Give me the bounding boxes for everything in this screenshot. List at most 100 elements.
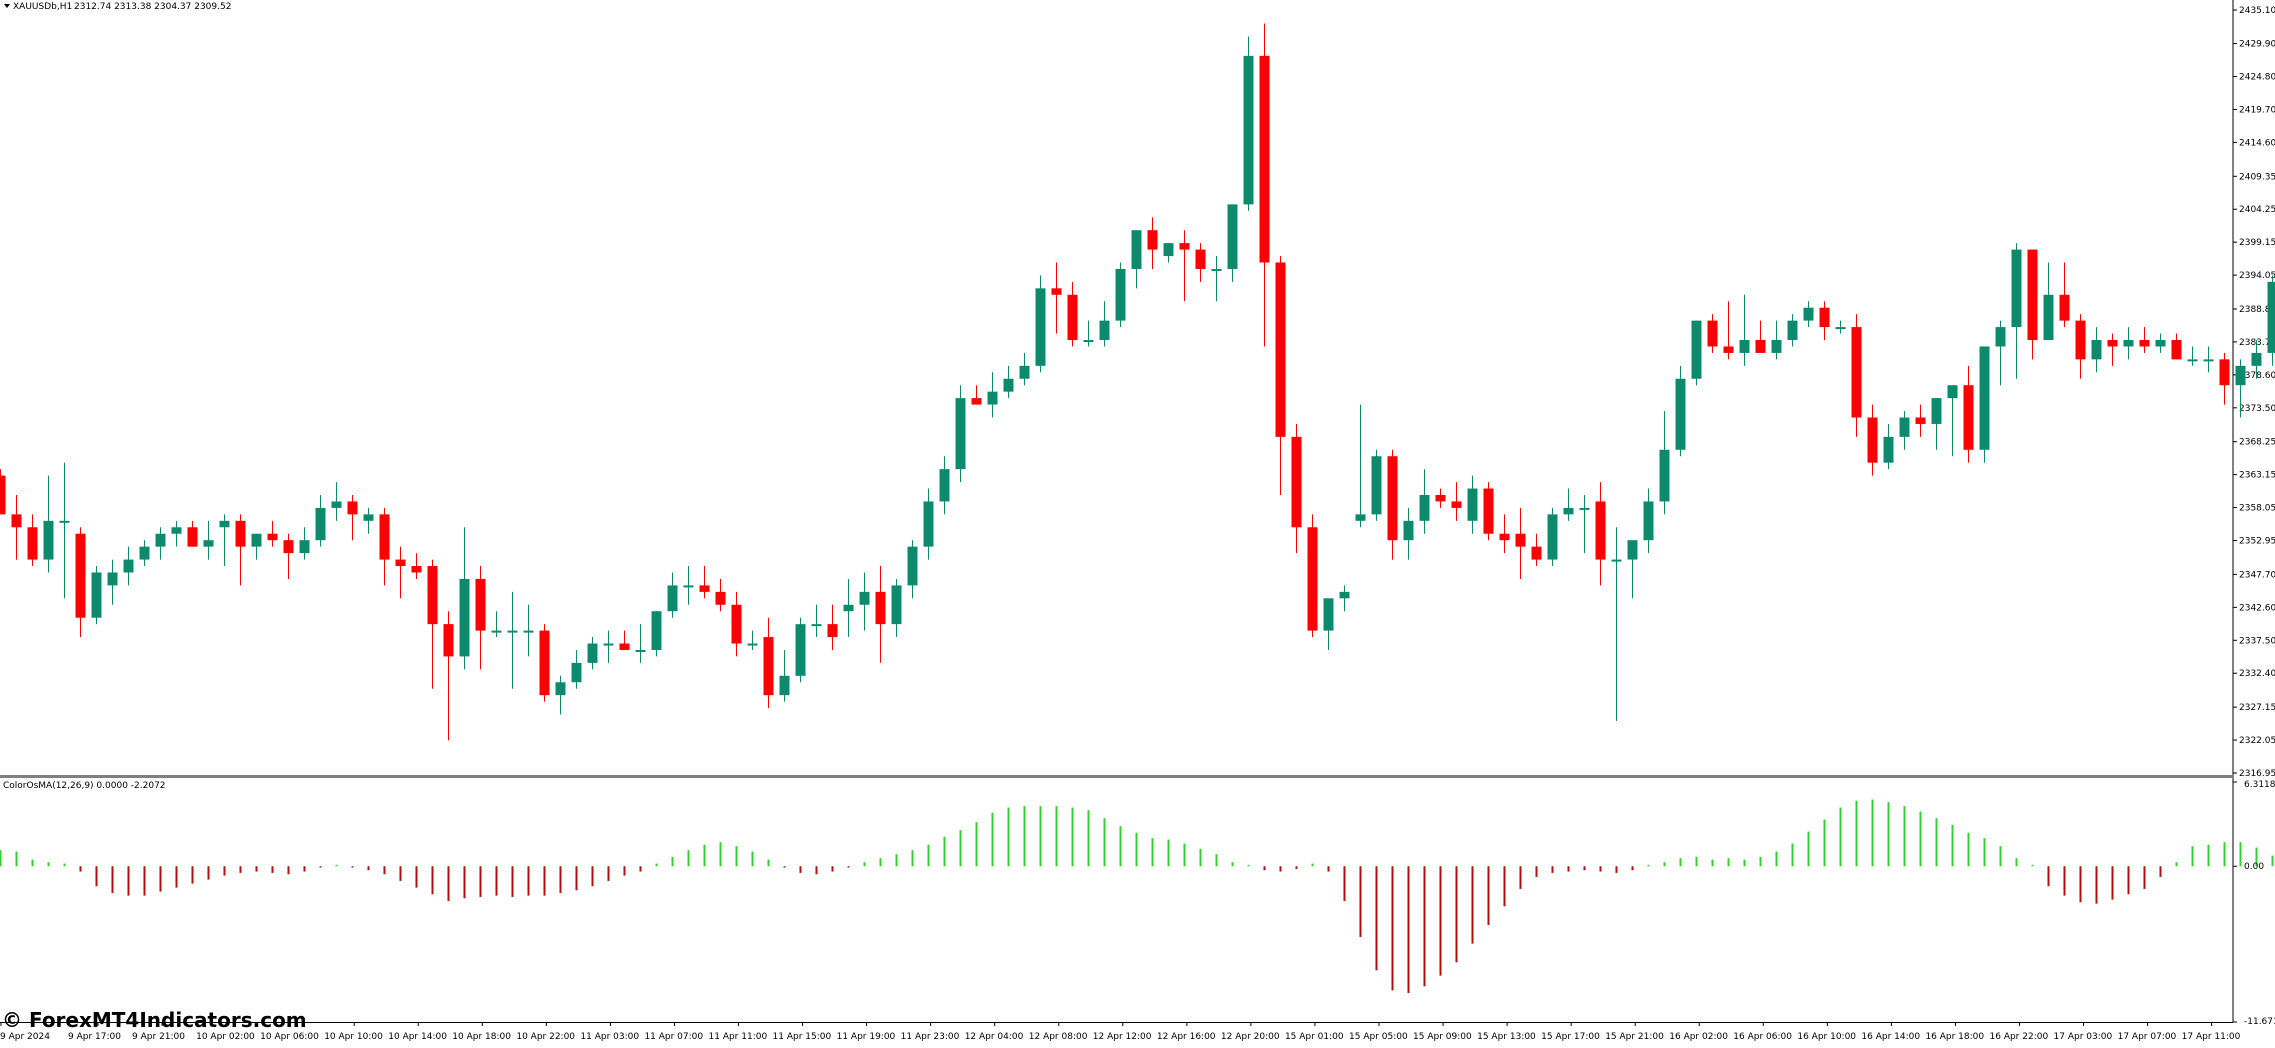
price-tick-label: 2352.95 [2239, 537, 2275, 547]
candle-body [667, 585, 678, 612]
candle-body [1019, 365, 1030, 379]
candle-body [1851, 327, 1862, 418]
candle [1243, 36, 1254, 211]
candle-body [1115, 268, 1126, 321]
candle [123, 546, 134, 586]
candle-body [795, 624, 806, 676]
candle-body [987, 391, 998, 405]
time-tick-label: 9 Apr 17:00 [68, 1032, 121, 1042]
candle-body [427, 566, 438, 625]
time-tick-label: 12 Apr 12:00 [1093, 1032, 1152, 1042]
candle-body [411, 566, 422, 573]
candle-body [651, 611, 662, 650]
candle [2171, 333, 2182, 360]
candle [763, 617, 774, 709]
candle [1819, 301, 1830, 340]
candle-body [1403, 520, 1414, 541]
candle-body [1563, 507, 1574, 515]
candle-body [1659, 449, 1670, 502]
candle-body [731, 604, 742, 644]
price-tick-label: 2404.25 [2239, 205, 2275, 215]
candle-body [1723, 346, 1734, 353]
candle [59, 462, 70, 599]
time-tick-label: 9 Apr 21:00 [132, 1032, 185, 1042]
candle-body [1291, 436, 1302, 528]
candle [0, 469, 6, 515]
candle [1467, 475, 1478, 534]
candle-body [1355, 514, 1366, 521]
candle-body [1803, 307, 1814, 321]
candle-body [859, 591, 870, 605]
candle-body [1163, 243, 1174, 257]
candle [2123, 327, 2134, 360]
candle-body [2219, 359, 2230, 386]
candle-body [1099, 320, 1110, 340]
candle-body [1259, 55, 1270, 263]
candle [187, 520, 198, 547]
price-tick-label: 2435.10 [2239, 6, 2275, 16]
osma-histogram [0, 799, 2274, 994]
time-tick-label: 16 Apr 18:00 [1925, 1032, 1984, 1042]
candle [2091, 327, 2102, 373]
candle [1803, 301, 1814, 328]
candle [331, 482, 342, 521]
candle [379, 507, 390, 586]
candle-body [395, 559, 406, 567]
candle-body [1947, 385, 1958, 399]
candle-body [1467, 488, 1478, 521]
candle [1707, 314, 1718, 353]
time-tick-label: 12 Apr 20:00 [1221, 1032, 1280, 1042]
price-tick-label: 2316.95 [2239, 769, 2275, 779]
candle-body [459, 578, 470, 657]
candle [2027, 249, 2038, 360]
candle-body [2107, 339, 2118, 347]
candle [235, 514, 246, 586]
price-tick-label: 2358.05 [2239, 504, 2275, 514]
candle [267, 520, 278, 547]
candle [1003, 365, 1014, 399]
candle [859, 572, 870, 631]
candle [795, 617, 806, 683]
candle [347, 494, 358, 541]
time-tick-label: 15 Apr 21:00 [1605, 1032, 1664, 1042]
candle-body [475, 578, 486, 631]
dropdown-arrow-icon[interactable] [4, 4, 10, 8]
candle-body [827, 624, 838, 638]
candle [251, 533, 262, 560]
candle-body [315, 507, 326, 541]
candle [619, 630, 630, 650]
candle-body [2155, 339, 2166, 347]
candle-body [715, 591, 726, 605]
candle-body [1371, 456, 1382, 515]
time-tick-label: 10 Apr 14:00 [388, 1032, 447, 1042]
candle [1579, 494, 1590, 554]
candle [651, 611, 662, 657]
candle-body [1755, 339, 1766, 353]
indicator-scale-top: 6.3118 [2244, 780, 2275, 790]
price-tick-label: 2342.60 [2239, 603, 2275, 613]
time-tick-label: 15 Apr 17:00 [1541, 1032, 1600, 1042]
candle-body [91, 572, 102, 618]
candle-body [1771, 339, 1782, 353]
candle [2011, 243, 2022, 379]
candle [219, 514, 230, 567]
candle [91, 566, 102, 625]
candle-body [635, 649, 646, 652]
candle [1771, 320, 1782, 360]
candle [315, 494, 326, 547]
candle-body [59, 520, 70, 523]
candle [539, 624, 550, 702]
candle [1035, 275, 1046, 373]
price-tick-label: 2429.90 [2239, 40, 2275, 50]
candle-body [2187, 359, 2198, 362]
time-tick-label: 10 Apr 22:00 [516, 1032, 575, 1042]
candle-body [587, 643, 598, 663]
candle-body [747, 643, 758, 646]
candle-body [843, 604, 854, 612]
candle [843, 578, 854, 638]
candle-body [699, 585, 710, 592]
time-tick-label: 12 Apr 16:00 [1157, 1032, 1216, 1042]
candle [603, 630, 614, 663]
candle-body [379, 514, 390, 560]
candle-body [1323, 598, 1334, 631]
